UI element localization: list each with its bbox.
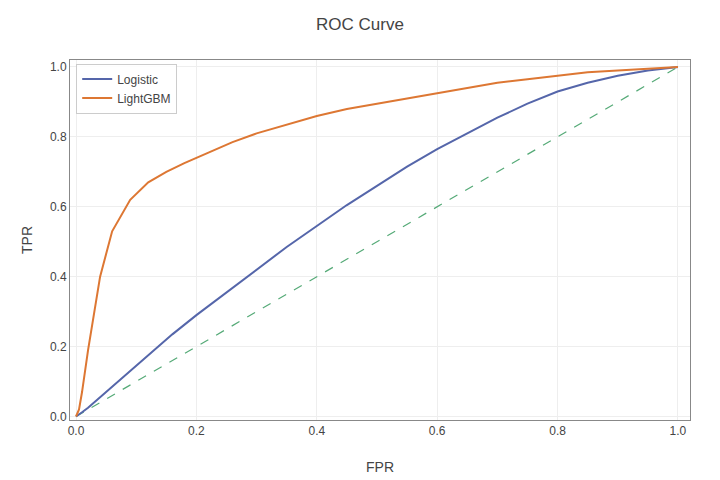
svg-text:0.8: 0.8 bbox=[50, 130, 67, 144]
svg-text:TPR: TPR bbox=[19, 226, 35, 254]
svg-text:0.2: 0.2 bbox=[188, 424, 205, 438]
svg-text:0.6: 0.6 bbox=[50, 200, 67, 214]
svg-text:Logistic: Logistic bbox=[117, 73, 158, 87]
svg-text:0.0: 0.0 bbox=[68, 424, 85, 438]
svg-text:1.0: 1.0 bbox=[670, 424, 687, 438]
svg-text:0.4: 0.4 bbox=[308, 424, 325, 438]
svg-text:LightGBM: LightGBM bbox=[117, 92, 170, 106]
svg-text:FPR: FPR bbox=[366, 459, 394, 475]
svg-text:0.0: 0.0 bbox=[50, 410, 67, 424]
svg-text:0.4: 0.4 bbox=[50, 270, 67, 284]
svg-text:ROC Curve: ROC Curve bbox=[316, 15, 404, 34]
svg-text:1.0: 1.0 bbox=[50, 60, 67, 74]
svg-text:0.2: 0.2 bbox=[50, 340, 67, 354]
svg-text:0.6: 0.6 bbox=[429, 424, 446, 438]
svg-text:0.8: 0.8 bbox=[549, 424, 566, 438]
